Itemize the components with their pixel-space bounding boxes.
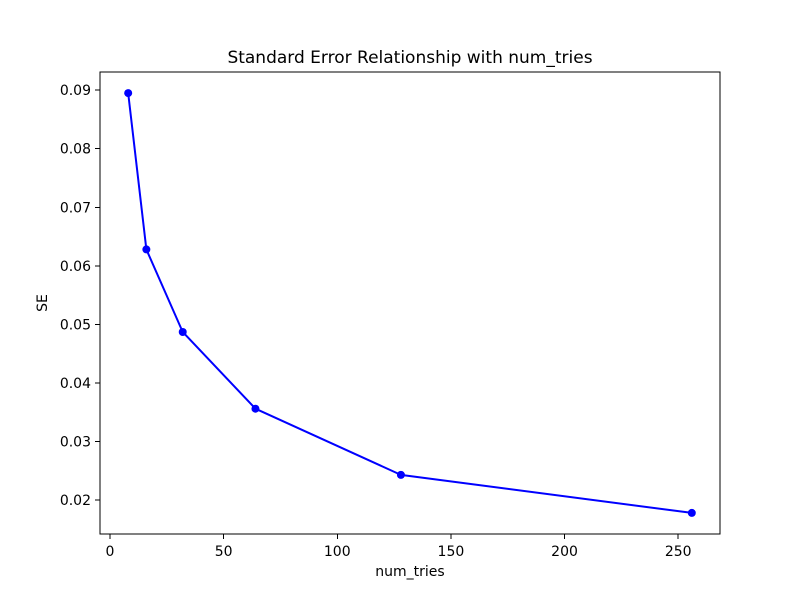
chart-title: Standard Error Relationship with num_tri… — [227, 48, 592, 68]
y-tick-label: 0.05 — [60, 317, 91, 333]
tick-layer: 0 50 100 150 200 250 0.02 0.03 0.04 0.05 0.06 0.07 0… — [60, 83, 692, 560]
x-tick-label: 150 — [438, 544, 465, 560]
x-tick-label: 100 — [324, 544, 351, 560]
data-point — [396, 470, 405, 479]
x-tick-label: 200 — [551, 544, 578, 560]
y-tick-label: 0.02 — [60, 493, 91, 509]
data-point — [687, 508, 696, 517]
y-tick-label: 0.09 — [60, 83, 91, 99]
y-tick-label: 0.04 — [60, 376, 91, 392]
data-point — [124, 89, 133, 98]
y-tick-label: 0.06 — [60, 259, 91, 275]
x-tick-label: 0 — [106, 544, 115, 560]
y-tick-label: 0.03 — [60, 434, 91, 450]
y-tick-label: 0.07 — [60, 200, 91, 216]
y-axis-label: SE — [35, 294, 51, 312]
data-point — [178, 327, 187, 336]
data-series-layer — [124, 89, 696, 517]
plot-border — [99, 71, 721, 535]
data-point — [142, 245, 151, 254]
x-tick-label: 50 — [215, 544, 233, 560]
x-axis-label: num_tries — [375, 564, 444, 580]
y-tick-label: 0.08 — [60, 142, 91, 158]
data-point — [251, 404, 260, 413]
data-line — [127, 92, 693, 514]
x-tick-label: 250 — [665, 544, 692, 560]
